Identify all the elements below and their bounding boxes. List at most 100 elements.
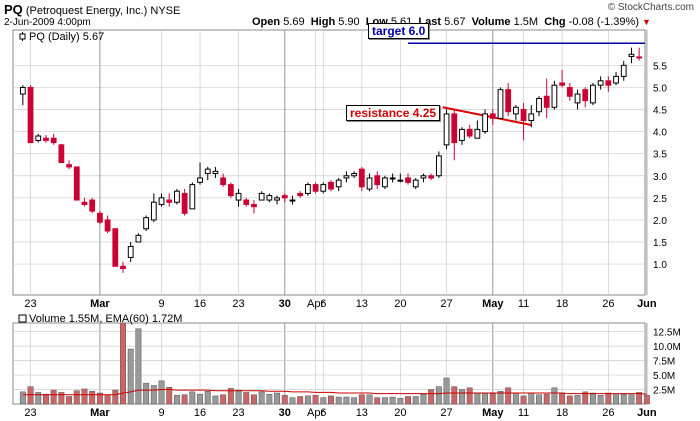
price-tick-label: 4.5 bbox=[653, 106, 667, 117]
candle-body bbox=[513, 106, 519, 115]
volume-bar bbox=[459, 389, 465, 405]
volume-panel-frame bbox=[12, 322, 646, 405]
candle-body bbox=[120, 265, 126, 269]
date-tick-label: 20 bbox=[394, 298, 406, 310]
volume-bar bbox=[158, 380, 165, 405]
ticker-symbol: PQ bbox=[4, 2, 23, 17]
volume-bar bbox=[389, 396, 396, 405]
volume-bar bbox=[528, 392, 535, 405]
volume-bar bbox=[73, 390, 80, 405]
volume-bar bbox=[405, 396, 411, 405]
price-legend-text: PQ (Daily) 5.67 bbox=[29, 31, 105, 43]
candle-body bbox=[166, 199, 173, 203]
candle-body bbox=[97, 212, 103, 223]
candle-body bbox=[582, 89, 589, 102]
date-tick-label: 11 bbox=[518, 298, 529, 310]
candle-body bbox=[351, 173, 357, 177]
price-legend: PQ (Daily) 5.67 bbox=[18, 31, 104, 43]
volume-bar bbox=[559, 393, 566, 405]
volume-bar bbox=[181, 394, 188, 405]
date-tick-label: 9 bbox=[158, 298, 164, 310]
volume-bar bbox=[320, 397, 327, 405]
volume-date-tick-label: 6 bbox=[320, 407, 326, 419]
candle-body bbox=[551, 84, 558, 108]
volume-bar bbox=[19, 391, 26, 405]
volume-bar bbox=[613, 394, 619, 405]
volume-bar bbox=[628, 394, 635, 405]
volume-legend-icon bbox=[18, 314, 27, 323]
candle-body bbox=[235, 192, 242, 201]
candle-body bbox=[104, 219, 111, 232]
volume-bar bbox=[312, 395, 319, 405]
candle-body bbox=[397, 179, 404, 182]
candle-body bbox=[227, 184, 234, 197]
volume-bar bbox=[66, 396, 73, 405]
volume-tick-label: 2.5M bbox=[653, 386, 675, 397]
volume-bar bbox=[204, 391, 211, 405]
volume-bar bbox=[266, 393, 273, 405]
volume-bar bbox=[543, 393, 550, 405]
volume-bar bbox=[643, 395, 650, 405]
candle-body bbox=[335, 179, 342, 188]
volume-bar bbox=[366, 394, 373, 405]
volume-bar bbox=[251, 394, 257, 405]
candle-body bbox=[212, 170, 219, 175]
last-value: 5.67 bbox=[444, 16, 466, 28]
date-tick-label: 18 bbox=[556, 298, 568, 310]
candle-body bbox=[405, 177, 411, 183]
volume-bar bbox=[551, 387, 558, 405]
candle-body bbox=[451, 113, 458, 144]
candle-body bbox=[174, 190, 180, 203]
date-tick-label: Mar bbox=[90, 298, 110, 310]
date-tick-label: 16 bbox=[194, 298, 206, 310]
date-tick-label: 27 bbox=[440, 298, 452, 310]
volume-bar bbox=[505, 387, 512, 405]
date-tick-label: 23 bbox=[24, 298, 36, 310]
volume-bar bbox=[589, 392, 596, 405]
candle-body bbox=[628, 53, 635, 58]
volume-bar bbox=[574, 395, 581, 405]
open-value: 5.69 bbox=[283, 16, 305, 28]
date-tick-label: Jun bbox=[637, 298, 657, 310]
volume-bar bbox=[150, 385, 157, 405]
candle-body bbox=[566, 86, 573, 97]
price-tick-label: 3.0 bbox=[653, 172, 667, 183]
volume-value: 1.5M bbox=[513, 16, 539, 28]
candle-body bbox=[281, 195, 288, 199]
price-panel-frame bbox=[12, 29, 646, 296]
ticker-title: PQ (Petroquest Energy, Inc.) NYSE bbox=[4, 2, 180, 17]
volume-bar bbox=[412, 396, 419, 405]
volume-bar bbox=[482, 392, 489, 405]
volume-bar bbox=[397, 397, 404, 405]
candle-body bbox=[590, 84, 596, 104]
candle-body bbox=[135, 234, 142, 243]
resistance-annotation: resistance 4.25 bbox=[346, 105, 441, 121]
volume-bar bbox=[166, 386, 173, 405]
volume-bar bbox=[220, 394, 227, 405]
candle-body bbox=[320, 184, 327, 192]
volume-date-tick-label: 18 bbox=[556, 407, 568, 419]
volume-date-tick-label: 23 bbox=[24, 407, 36, 419]
volume-bar bbox=[50, 389, 57, 405]
volume-bar bbox=[435, 386, 442, 405]
chart-date: 2-Jun-2009 4:00pm bbox=[4, 17, 91, 28]
chg-value: -0.08 (-1.39%) bbox=[568, 16, 639, 28]
volume-bar bbox=[243, 392, 250, 405]
candle-body bbox=[559, 82, 565, 86]
volume-date-tick-label: 27 bbox=[440, 407, 452, 419]
volume-bar bbox=[328, 395, 334, 405]
candle-body bbox=[520, 109, 527, 122]
date-tick-label: 13 bbox=[356, 298, 368, 310]
volume-date-tick-label: Mar bbox=[90, 407, 110, 419]
candle-body bbox=[443, 113, 450, 146]
volume-date-tick-label: 9 bbox=[158, 407, 164, 419]
candle-body bbox=[420, 175, 427, 179]
candle-body bbox=[27, 86, 34, 144]
candle-body bbox=[35, 135, 42, 141]
date-tick-label: 26 bbox=[602, 298, 614, 310]
volume-tick-label: 7.5M bbox=[653, 357, 675, 368]
candle-body bbox=[343, 175, 350, 179]
volume-tick-label: 12.5M bbox=[653, 328, 681, 339]
candle-body bbox=[220, 177, 227, 186]
